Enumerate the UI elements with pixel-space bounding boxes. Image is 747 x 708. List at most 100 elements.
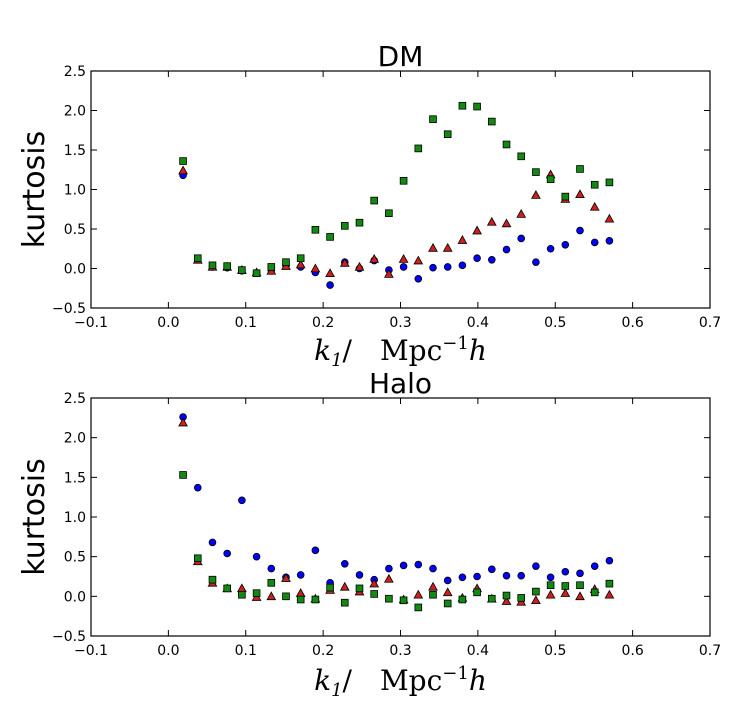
data-point-green bbox=[443, 599, 452, 608]
data-point-green bbox=[576, 581, 584, 590]
data-point-red bbox=[310, 263, 321, 273]
data-point-green bbox=[546, 581, 555, 590]
data-point-green bbox=[502, 140, 511, 149]
data-point-green bbox=[252, 269, 261, 278]
data-point-green bbox=[296, 595, 305, 604]
x-label-exp: −1 bbox=[442, 333, 469, 354]
data-point-green bbox=[370, 196, 378, 205]
data-point-blue bbox=[296, 571, 305, 579]
data-point-red bbox=[339, 257, 350, 267]
x-tick-label: 0.3 bbox=[389, 643, 411, 659]
data-point-red bbox=[428, 581, 438, 591]
y-tick-label: 0.5 bbox=[64, 222, 86, 238]
data-point-red bbox=[604, 589, 615, 599]
data-point-green bbox=[517, 152, 526, 161]
data-point-green bbox=[590, 180, 599, 189]
data-point-red bbox=[325, 268, 335, 278]
data-point-green bbox=[488, 594, 496, 603]
x-tick-label: 0.1 bbox=[235, 643, 257, 659]
x-label-exp: −1 bbox=[442, 663, 469, 684]
data-point-blue bbox=[399, 561, 408, 570]
data-point-blue bbox=[561, 241, 570, 249]
data-point-blue bbox=[252, 552, 261, 561]
x-tick-label: 0.0 bbox=[157, 315, 179, 331]
x-label-sub: 1 bbox=[331, 350, 342, 371]
data-point-red bbox=[501, 596, 512, 605]
data-point-green bbox=[414, 603, 423, 612]
data-point-blue bbox=[561, 567, 570, 576]
data-point-green bbox=[355, 218, 364, 227]
data-point-blue bbox=[488, 565, 496, 574]
data-point-green bbox=[473, 588, 481, 597]
data-point-green bbox=[326, 583, 334, 592]
data-point-green bbox=[311, 225, 320, 234]
data-point-green bbox=[576, 165, 584, 173]
data-point-blue bbox=[267, 564, 276, 573]
data-point-red bbox=[266, 591, 277, 601]
x-tick-label: 0.6 bbox=[621, 643, 643, 659]
x-label-sub: 1 bbox=[331, 680, 342, 701]
x-label-sep: / bbox=[343, 334, 380, 367]
x-tick-label: 0.2 bbox=[312, 643, 334, 659]
data-point-green bbox=[443, 130, 452, 139]
data-point-blue bbox=[502, 571, 511, 580]
data-point-blue bbox=[458, 573, 467, 582]
data-point-green bbox=[355, 584, 364, 593]
data-point-green bbox=[458, 101, 467, 110]
data-point-green bbox=[488, 117, 496, 126]
data-point-blue bbox=[517, 571, 526, 580]
x-tick-label: 0.7 bbox=[699, 315, 721, 331]
data-point-green bbox=[532, 168, 540, 176]
data-point-blue bbox=[576, 226, 584, 235]
x-tick-label: 0.4 bbox=[467, 315, 489, 331]
data-point-green bbox=[282, 592, 290, 601]
x-tick-label: 0.4 bbox=[467, 643, 489, 659]
data-point-blue bbox=[223, 549, 231, 558]
x-tick-label: 0.6 bbox=[621, 315, 643, 331]
x-label-var: k bbox=[314, 664, 331, 697]
data-point-green bbox=[546, 175, 555, 184]
data-point-green bbox=[179, 471, 187, 479]
x-tick-label: 0.7 bbox=[699, 643, 721, 659]
data-point-blue bbox=[414, 274, 423, 283]
data-point-blue bbox=[208, 538, 217, 547]
data-point-red bbox=[589, 201, 600, 211]
data-point-blue bbox=[340, 560, 349, 568]
data-point-green bbox=[296, 254, 305, 263]
data-point-red bbox=[531, 595, 541, 605]
y-tick-label: 0.0 bbox=[64, 262, 86, 278]
series-green bbox=[179, 101, 614, 278]
data-point-green bbox=[385, 209, 393, 218]
data-point-green bbox=[326, 233, 334, 241]
x-label-sep: / bbox=[343, 664, 380, 697]
chart-title: Halo bbox=[369, 367, 432, 400]
x-label-unit: Mpc bbox=[380, 334, 442, 367]
data-point-green bbox=[238, 590, 246, 599]
data-point-green bbox=[414, 144, 423, 153]
data-point-blue bbox=[546, 573, 555, 582]
data-point-red bbox=[575, 189, 585, 199]
data-point-green bbox=[282, 258, 290, 266]
data-point-red bbox=[442, 242, 453, 252]
y-tick-label: 1.0 bbox=[64, 183, 86, 199]
data-point-red bbox=[384, 573, 394, 583]
data-point-red bbox=[295, 588, 306, 597]
x-tick-label: 0.5 bbox=[544, 643, 566, 659]
data-point-red bbox=[457, 235, 468, 244]
x-tick-label: 0.3 bbox=[389, 315, 411, 331]
series-green bbox=[179, 471, 614, 612]
data-point-blue bbox=[488, 256, 496, 264]
data-point-green bbox=[223, 262, 231, 270]
data-point-green bbox=[605, 178, 614, 187]
x-tick-label: 0.5 bbox=[544, 315, 566, 331]
data-point-red bbox=[545, 589, 556, 599]
data-point-red bbox=[178, 417, 188, 427]
data-point-blue bbox=[532, 562, 540, 570]
data-point-red bbox=[354, 261, 365, 271]
data-point-green bbox=[208, 261, 217, 270]
data-point-green bbox=[605, 579, 614, 588]
x-tick-label: 0.2 bbox=[312, 315, 334, 331]
data-point-blue bbox=[546, 244, 555, 253]
data-point-green bbox=[252, 589, 261, 597]
